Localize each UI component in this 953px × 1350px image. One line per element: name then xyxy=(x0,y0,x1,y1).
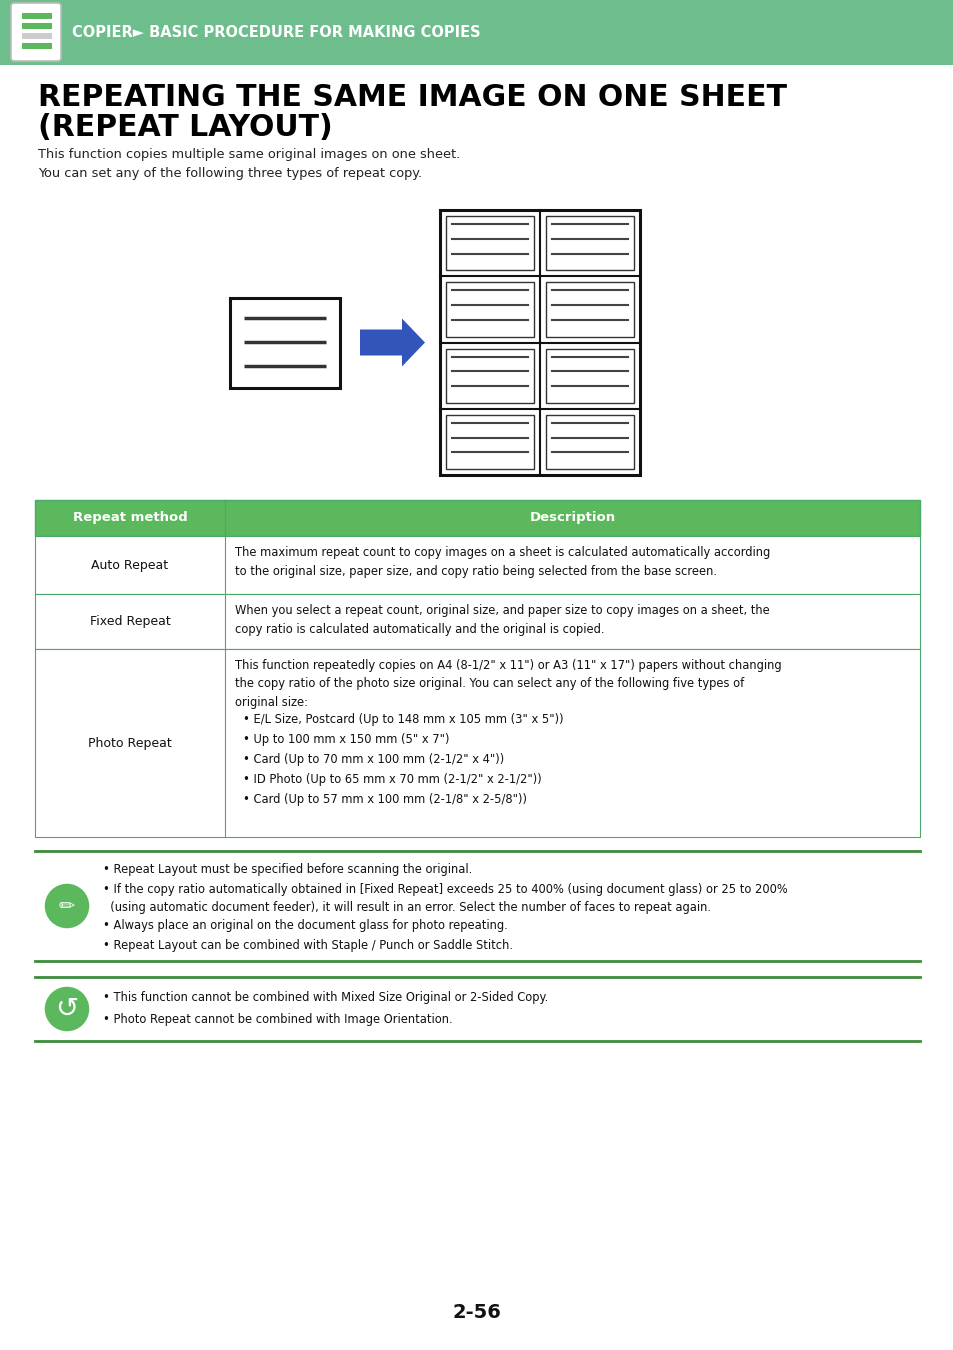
Bar xyxy=(446,414,534,468)
Bar xyxy=(545,282,634,336)
Bar xyxy=(35,536,919,594)
Bar xyxy=(35,594,919,649)
Bar xyxy=(446,216,534,270)
Bar xyxy=(446,282,534,336)
Text: • If the copy ratio automatically obtained in [Fixed Repeat] exceeds 25 to 400% : • If the copy ratio automatically obtain… xyxy=(103,883,787,914)
Text: • Always place an original on the document glass for photo repeating.: • Always place an original on the docume… xyxy=(103,919,507,931)
Text: Photo Repeat: Photo Repeat xyxy=(88,737,172,749)
Text: Description: Description xyxy=(529,512,615,525)
Text: COPIER► BASIC PROCEDURE FOR MAKING COPIES: COPIER► BASIC PROCEDURE FOR MAKING COPIE… xyxy=(71,26,480,40)
Circle shape xyxy=(43,986,91,1033)
Text: • Photo Repeat cannot be combined with Image Orientation.: • Photo Repeat cannot be combined with I… xyxy=(103,1012,452,1026)
Text: • Card (Up to 57 mm x 100 mm (2-1/8" x 2-5/8")): • Card (Up to 57 mm x 100 mm (2-1/8" x 2… xyxy=(243,792,526,806)
Text: • Card (Up to 70 mm x 100 mm (2-1/2" x 4")): • Card (Up to 70 mm x 100 mm (2-1/2" x 4… xyxy=(243,753,504,765)
Text: When you select a repeat count, original size, and paper size to copy images on : When you select a repeat count, original… xyxy=(234,603,769,636)
Bar xyxy=(545,216,634,270)
Bar xyxy=(22,32,52,39)
Bar xyxy=(545,414,634,468)
Bar xyxy=(0,0,953,65)
Text: ✏: ✏ xyxy=(59,896,75,915)
Text: • E/L Size, Postcard (Up to 148 mm x 105 mm (3" x 5")): • E/L Size, Postcard (Up to 148 mm x 105… xyxy=(243,713,563,726)
Text: Auto Repeat: Auto Repeat xyxy=(91,559,169,571)
Bar xyxy=(230,297,339,387)
Text: This function copies multiple same original images on one sheet.: This function copies multiple same origi… xyxy=(38,148,459,161)
Text: The maximum repeat count to copy images on a sheet is calculated automatically a: The maximum repeat count to copy images … xyxy=(234,545,769,578)
FancyBboxPatch shape xyxy=(11,3,61,61)
Text: ↺: ↺ xyxy=(55,995,78,1023)
Bar xyxy=(446,348,534,402)
Bar xyxy=(22,23,52,28)
Text: • Repeat Layout must be specified before scanning the original.: • Repeat Layout must be specified before… xyxy=(103,863,472,876)
Bar xyxy=(35,649,919,837)
Polygon shape xyxy=(359,319,424,366)
Text: REPEATING THE SAME IMAGE ON ONE SHEET: REPEATING THE SAME IMAGE ON ONE SHEET xyxy=(38,82,786,112)
Text: This function repeatedly copies on A4 (8-1/2" x 11") or A3 (11" x 17") papers wi: This function repeatedly copies on A4 (8… xyxy=(234,659,781,709)
Bar xyxy=(22,43,52,49)
Text: (REPEAT LAYOUT): (REPEAT LAYOUT) xyxy=(38,113,333,142)
Bar xyxy=(545,348,634,402)
Text: • Up to 100 mm x 150 mm (5" x 7"): • Up to 100 mm x 150 mm (5" x 7") xyxy=(243,733,449,747)
Bar xyxy=(35,500,919,536)
Text: Repeat method: Repeat method xyxy=(72,512,187,525)
Text: You can set any of the following three types of repeat copy.: You can set any of the following three t… xyxy=(38,167,421,180)
Text: Fixed Repeat: Fixed Repeat xyxy=(90,616,171,628)
Circle shape xyxy=(43,882,91,930)
Bar xyxy=(22,14,52,19)
Text: • ID Photo (Up to 65 mm x 70 mm (2-1/2" x 2-1/2")): • ID Photo (Up to 65 mm x 70 mm (2-1/2" … xyxy=(243,774,541,786)
Text: 2-56: 2-56 xyxy=(452,1303,501,1322)
Bar xyxy=(439,211,639,475)
Text: • This function cannot be combined with Mixed Size Original or 2-Sided Copy.: • This function cannot be combined with … xyxy=(103,991,548,1004)
Text: • Repeat Layout can be combined with Staple / Punch or Saddle Stitch.: • Repeat Layout can be combined with Sta… xyxy=(103,940,513,952)
